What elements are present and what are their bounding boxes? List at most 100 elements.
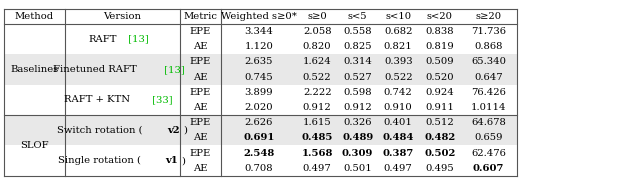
- Bar: [4, 130, 516, 146]
- Text: 0.501: 0.501: [343, 164, 372, 173]
- Text: AE: AE: [193, 164, 207, 173]
- Bar: [4, 100, 516, 115]
- Text: 0.647: 0.647: [474, 73, 503, 82]
- Text: 0.910: 0.910: [384, 103, 413, 112]
- Text: 0.314: 0.314: [343, 57, 372, 66]
- Text: 2.626: 2.626: [244, 118, 273, 127]
- Bar: [4, 146, 516, 161]
- Text: 0.912: 0.912: [303, 103, 332, 112]
- Text: Switch rotation (: Switch rotation (: [57, 126, 142, 135]
- Text: 0.821: 0.821: [384, 42, 413, 51]
- Text: 1.624: 1.624: [303, 57, 332, 66]
- Text: 3.899: 3.899: [244, 88, 273, 97]
- Text: EPE: EPE: [189, 27, 211, 36]
- Text: 0.924: 0.924: [426, 88, 454, 97]
- Text: 0.387: 0.387: [383, 149, 414, 157]
- Text: 0.868: 0.868: [474, 42, 503, 51]
- Text: Finetuned RAFT [13]: Finetuned RAFT [13]: [68, 65, 176, 74]
- Text: 1.0114: 1.0114: [471, 103, 506, 112]
- Text: 0.607: 0.607: [473, 164, 504, 173]
- Text: RAFT + KTN: RAFT + KTN: [65, 95, 131, 104]
- Text: Weighted s≥0*: Weighted s≥0*: [221, 12, 296, 21]
- Bar: [4, 54, 516, 70]
- Text: 0.911: 0.911: [426, 103, 454, 112]
- Text: 0.502: 0.502: [424, 149, 456, 157]
- Text: 2.548: 2.548: [243, 149, 275, 157]
- Text: 0.393: 0.393: [384, 57, 413, 66]
- Bar: [4, 161, 516, 176]
- Text: s≥0: s≥0: [307, 12, 327, 21]
- Text: 0.484: 0.484: [383, 133, 414, 142]
- Text: 2.058: 2.058: [303, 27, 332, 36]
- Text: 65.340: 65.340: [471, 57, 506, 66]
- Text: 2.222: 2.222: [303, 88, 332, 97]
- Text: v2: v2: [167, 126, 179, 135]
- Text: AE: AE: [193, 103, 207, 112]
- Text: 0.489: 0.489: [342, 133, 373, 142]
- Text: RAFT + KTN [33]: RAFT + KTN [33]: [77, 95, 167, 104]
- Text: 0.912: 0.912: [343, 103, 372, 112]
- Bar: [4, 9, 516, 24]
- Text: [33]: [33]: [149, 95, 173, 104]
- Text: EPE: EPE: [189, 57, 211, 66]
- Text: 1.615: 1.615: [303, 118, 332, 127]
- Bar: [4, 70, 516, 85]
- Text: 0.742: 0.742: [384, 88, 413, 97]
- Bar: [4, 85, 516, 100]
- Text: AE: AE: [193, 42, 207, 51]
- Text: Version: Version: [103, 12, 141, 21]
- Text: RAFT: RAFT: [88, 35, 117, 44]
- Text: s≥20: s≥20: [476, 12, 502, 21]
- Text: 0.838: 0.838: [426, 27, 454, 36]
- Text: 0.522: 0.522: [384, 73, 413, 82]
- Text: 0.482: 0.482: [424, 133, 456, 142]
- Text: 1.568: 1.568: [301, 149, 333, 157]
- Text: s<20: s<20: [427, 12, 452, 21]
- Bar: [4, 39, 516, 54]
- Text: v1: v1: [165, 156, 178, 165]
- Text: 0.401: 0.401: [384, 118, 413, 127]
- Text: 76.426: 76.426: [471, 88, 506, 97]
- Text: [13]: [13]: [125, 35, 149, 44]
- Text: 0.598: 0.598: [344, 88, 372, 97]
- Text: 0.497: 0.497: [384, 164, 413, 173]
- Text: Method: Method: [15, 12, 54, 21]
- Text: 0.520: 0.520: [426, 73, 454, 82]
- Text: 0.691: 0.691: [243, 133, 275, 142]
- Text: 0.326: 0.326: [344, 118, 372, 127]
- Text: ): ): [181, 156, 186, 165]
- Text: 62.476: 62.476: [471, 149, 506, 157]
- Bar: [4, 115, 516, 130]
- Text: s<10: s<10: [385, 12, 412, 21]
- Text: SLOF: SLOF: [20, 141, 49, 150]
- Text: s<5: s<5: [348, 12, 367, 21]
- Text: Single rotation (: Single rotation (: [58, 156, 141, 165]
- Text: 3.344: 3.344: [244, 27, 273, 36]
- Text: Baselines: Baselines: [10, 65, 58, 74]
- Bar: [4, 24, 516, 39]
- Text: EPE: EPE: [189, 149, 211, 157]
- Text: 0.485: 0.485: [301, 133, 333, 142]
- Text: 0.497: 0.497: [303, 164, 332, 173]
- Text: RAFT [13]: RAFT [13]: [96, 35, 148, 44]
- Text: 0.527: 0.527: [344, 73, 372, 82]
- Text: EPE: EPE: [189, 88, 211, 97]
- Text: 0.309: 0.309: [342, 149, 373, 157]
- Text: 0.819: 0.819: [426, 42, 454, 51]
- Text: 0.495: 0.495: [426, 164, 454, 173]
- Text: Metric: Metric: [183, 12, 217, 21]
- Text: 0.659: 0.659: [474, 133, 503, 142]
- Text: Single rotation (v1): Single rotation (v1): [72, 156, 172, 165]
- Text: 0.509: 0.509: [426, 57, 454, 66]
- Text: ): ): [183, 126, 187, 135]
- Text: 2.635: 2.635: [244, 57, 273, 66]
- Text: Switch rotation (v2): Switch rotation (v2): [71, 126, 173, 135]
- Text: 64.678: 64.678: [471, 118, 506, 127]
- Text: 0.708: 0.708: [244, 164, 273, 173]
- Text: 71.736: 71.736: [471, 27, 506, 36]
- Text: 0.558: 0.558: [344, 27, 372, 36]
- Text: Finetuned RAFT: Finetuned RAFT: [53, 65, 136, 74]
- Text: EPE: EPE: [189, 118, 211, 127]
- Text: 0.745: 0.745: [244, 73, 273, 82]
- Text: 0.512: 0.512: [426, 118, 454, 127]
